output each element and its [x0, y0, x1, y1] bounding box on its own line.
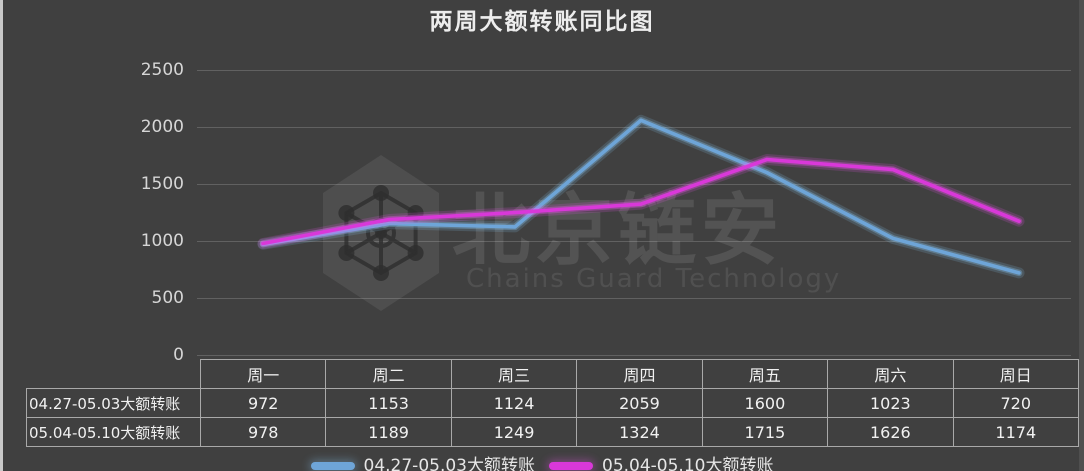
chart-legend: 04.27-05.03大额转账 05.04-05.10大额转账	[0, 456, 1084, 471]
legend-item: 04.27-05.03大额转账	[310, 456, 535, 471]
table-cell: 1324	[576, 417, 703, 447]
table-cell: 1249	[450, 417, 578, 447]
legend-label: 05.04-05.10大额转账	[602, 456, 774, 471]
legend-label: 04.27-05.03大额转账	[363, 456, 535, 471]
table-col-header: 周二	[325, 359, 452, 389]
screen-right-edge	[1079, 0, 1084, 471]
series-line-0	[257, 114, 1025, 279]
legend-line-swatch	[549, 462, 593, 470]
legend-line-swatch	[310, 462, 355, 470]
table-cell: 972	[199, 388, 327, 418]
table-row: 04.27-05.03大额转账 972 1153 1124 2059 1600 1023 72…	[26, 388, 1080, 418]
series-line-1	[261, 157, 1021, 246]
table-row: 05.04-05.10大额转账 978 1189 1249 1324 1715 1626 11…	[26, 417, 1080, 447]
legend-item: 05.04-05.10大额转账	[549, 456, 773, 471]
series-line-0	[261, 118, 1021, 275]
gridline	[197, 70, 1071, 71]
table-col-header: 周三	[450, 359, 578, 389]
table-cell: 1189	[325, 417, 452, 447]
gridline	[197, 241, 1071, 242]
table-cell: 1715	[701, 417, 829, 447]
y-tick-label: 2500	[140, 60, 184, 80]
gridline	[197, 355, 1071, 356]
table-col-header: 周五	[701, 359, 829, 389]
table-row-label: 04.27-05.03大额转账	[26, 388, 201, 418]
table-cell: 1600	[701, 388, 829, 418]
gridline	[197, 184, 1071, 185]
y-tick-label: 2000	[140, 117, 184, 137]
table-col-header: 周六	[827, 359, 954, 389]
y-tick-label: 0	[173, 345, 184, 365]
table-cell: 2059	[576, 388, 703, 418]
series-line-0	[259, 117, 1023, 277]
table-cell: 1153	[325, 388, 452, 418]
table-corner-cell	[27, 360, 201, 389]
y-tick-label: 1000	[140, 231, 184, 251]
data-table: 周一 周二 周三 周四 周五 周六 周日 04.27-05.03大额转账 972 1153 112…	[26, 359, 1080, 447]
table-cell: 1174	[952, 417, 1080, 447]
table-cell: 1626	[827, 417, 954, 447]
table-cell: 720	[952, 388, 1080, 418]
table-col-header: 周一	[199, 359, 327, 389]
table-cell: 1124	[450, 388, 578, 418]
y-tick-label: 500	[151, 288, 184, 308]
table-col-header: 周四	[576, 359, 703, 389]
table-cell: 1023	[827, 388, 954, 418]
table-col-header: 周日	[952, 359, 1080, 389]
table-cell: 978	[199, 417, 327, 447]
gridline	[197, 298, 1071, 299]
chart-title: 两周大额转账同比图	[429, 8, 655, 35]
y-tick-label: 1500	[140, 174, 184, 194]
screen-left-edge	[0, 0, 3, 471]
table-row-label: 05.04-05.10大额转账	[26, 417, 201, 447]
